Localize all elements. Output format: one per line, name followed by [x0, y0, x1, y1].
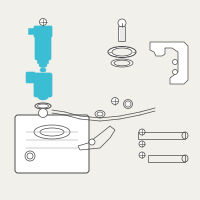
Polygon shape [150, 42, 188, 84]
FancyBboxPatch shape [26, 72, 35, 83]
Ellipse shape [172, 60, 178, 64]
Ellipse shape [139, 152, 145, 158]
Ellipse shape [97, 112, 103, 116]
Ellipse shape [40, 68, 46, 72]
Ellipse shape [39, 62, 47, 68]
Ellipse shape [124, 99, 132, 108]
Ellipse shape [112, 98, 118, 104]
FancyBboxPatch shape [38, 58, 48, 64]
Ellipse shape [35, 103, 51, 109]
Ellipse shape [40, 19, 46, 25]
FancyBboxPatch shape [15, 115, 89, 173]
Ellipse shape [34, 125, 70, 139]
Ellipse shape [112, 48, 132, 56]
Ellipse shape [40, 128, 64, 136]
Ellipse shape [111, 59, 133, 67]
FancyBboxPatch shape [29, 28, 36, 34]
Ellipse shape [125, 101, 131, 107]
Ellipse shape [108, 46, 136, 58]
Ellipse shape [139, 129, 145, 135]
Ellipse shape [172, 70, 178, 74]
FancyBboxPatch shape [34, 26, 52, 37]
Ellipse shape [89, 139, 95, 145]
Ellipse shape [118, 19, 126, 27]
Ellipse shape [38, 108, 48, 117]
Ellipse shape [114, 60, 130, 66]
Ellipse shape [139, 141, 145, 147]
Ellipse shape [38, 94, 48, 100]
FancyBboxPatch shape [34, 73, 52, 97]
FancyBboxPatch shape [118, 26, 126, 42]
Ellipse shape [38, 104, 48, 108]
Ellipse shape [25, 151, 35, 161]
FancyBboxPatch shape [35, 34, 51, 60]
Ellipse shape [95, 110, 105, 117]
Ellipse shape [27, 153, 33, 159]
